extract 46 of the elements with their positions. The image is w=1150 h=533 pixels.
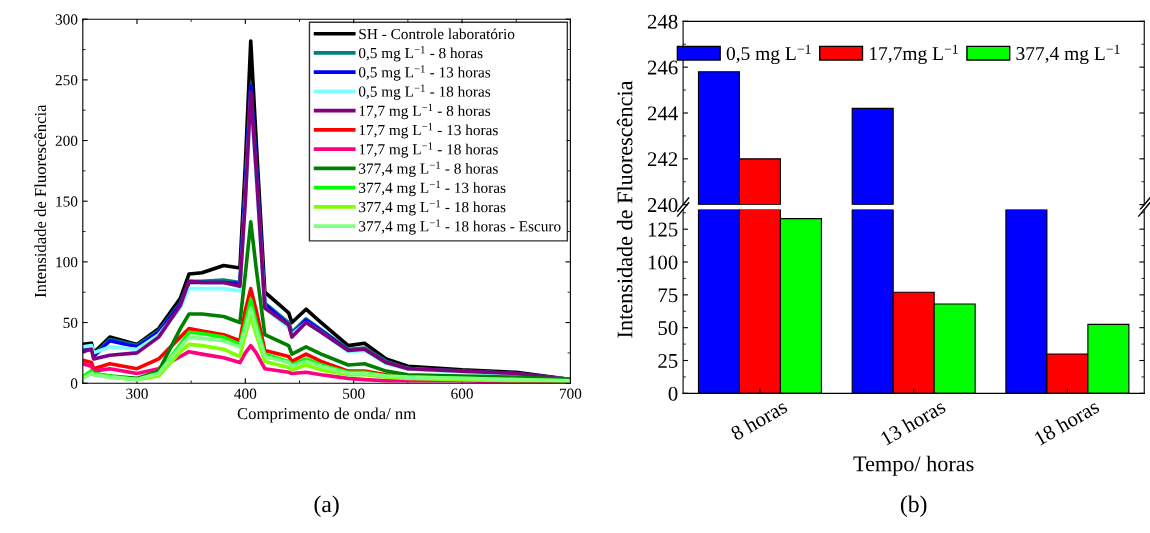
- y-tick-label: 250: [55, 75, 78, 86]
- x-tick-label: 8 horas: [729, 398, 789, 441]
- legend-label: 377,4 mg L$^{−1}$: [1016, 44, 1120, 65]
- x-axis-title: Comprimento de onda/ nm: [237, 407, 416, 423]
- legend-label: 0,5 mg L$^{−1}$ - 8 horas: [358, 46, 483, 62]
- legend-label: 377,4 mg L$^{−1}$ - 18 horas - Escuro: [359, 219, 561, 235]
- x-tick-label: 18 horas: [1033, 398, 1101, 446]
- y-tick-label: 150: [56, 196, 78, 207]
- y-tick-label: 25: [658, 353, 678, 368]
- legend-label: 377,4 mg L$^{−1}$ - 18 horas: [359, 200, 506, 216]
- legend-label: 377,4 mg L$^{−1}$ - 8 horas: [359, 161, 498, 177]
- y-tick-label: 0: [668, 386, 678, 401]
- y-tick-label: 0: [70, 378, 78, 389]
- y-tick-label: 125: [648, 222, 678, 237]
- y-tick-label: 100: [648, 255, 678, 270]
- y-tick-label: 244: [647, 106, 678, 121]
- y-tick-label: 246: [647, 60, 678, 75]
- x-axis-title: Tempo/ horas: [853, 455, 974, 476]
- y-tick-label: 50: [63, 317, 78, 328]
- legend-label: 17,7 mg L$^{−1}$ - 8 horas: [359, 103, 491, 120]
- legend-label: 0,5 mg L$^{−1}$ - 18 horas: [358, 84, 491, 100]
- legend-label: 17,7mg L$^{−1}$: [870, 44, 958, 65]
- y-tick-label: 75: [658, 288, 678, 303]
- y-tick-label: 240: [647, 198, 678, 213]
- y-tick-label: 50: [658, 321, 678, 336]
- y-tick-label: 200: [55, 135, 78, 146]
- x-tick-label: 400: [234, 388, 257, 399]
- legend-label: 17,7 mg L$^{−1}$ - 13 horas: [359, 123, 498, 139]
- y-axis-title: Intensidade de Fluorescência: [616, 80, 633, 338]
- y-tick-label: 242: [647, 152, 678, 167]
- y-tick-label: 248: [647, 14, 678, 29]
- y-axis-title: Intensidade de Fluorescência: [34, 104, 47, 298]
- legend-label: SH - Controle laboratório: [359, 28, 515, 40]
- y-tick-label: 300: [55, 14, 78, 25]
- text: (b): [900, 495, 927, 518]
- legend-label: 17,7 mg L$^{−1}$ - 18 horas: [359, 142, 498, 158]
- legend-label: 377,4 mg L$^{−1}$ - 13 horas: [359, 180, 506, 197]
- y-tick-label: 100: [56, 257, 78, 268]
- legend-label: 0,5 mg L$^{−1}$ - 13 horas: [358, 65, 491, 81]
- x-tick-label: 13 horas: [879, 398, 947, 446]
- x-tick-label: 700: [559, 388, 582, 399]
- x-tick-label: 300: [126, 388, 148, 399]
- text: (a): [314, 495, 339, 518]
- x-tick-label: 600: [451, 388, 473, 399]
- legend-label: 0,5 mg L$^{−1}$: [726, 44, 811, 65]
- x-tick-label: 500: [343, 388, 365, 399]
